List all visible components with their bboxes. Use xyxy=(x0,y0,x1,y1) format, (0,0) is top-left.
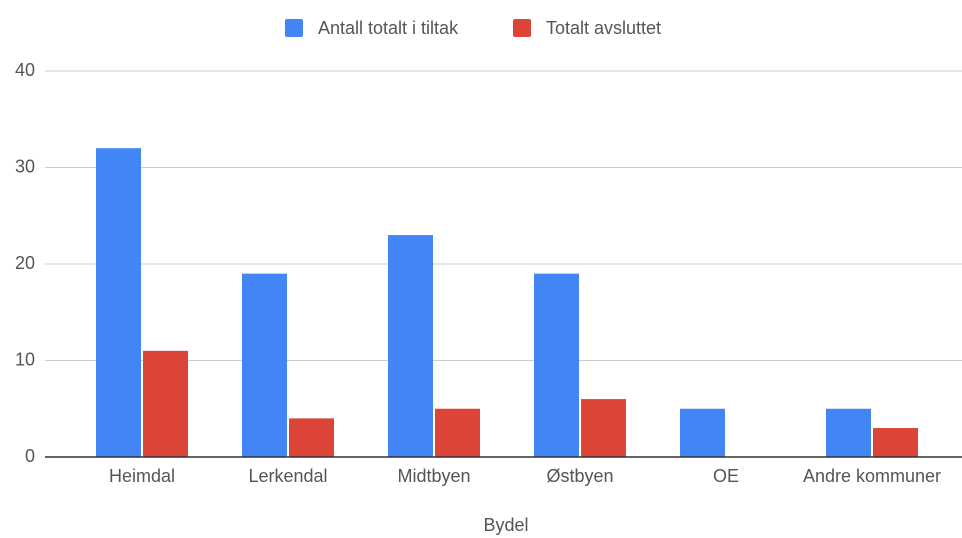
bar xyxy=(873,428,918,457)
x-tick-label: Andre kommuner xyxy=(803,466,941,486)
y-tick-label: 10 xyxy=(15,349,35,369)
x-tick-label: Lerkendal xyxy=(248,466,327,486)
bar xyxy=(826,408,871,457)
bar xyxy=(143,350,188,457)
y-tick-label: 0 xyxy=(25,446,35,466)
x-tick-label: Midtbyen xyxy=(397,466,470,486)
x-tick-label: OE xyxy=(713,466,739,486)
bar xyxy=(435,408,480,457)
x-tick-label: Østbyen xyxy=(546,466,613,486)
bar xyxy=(680,408,725,457)
legend-swatch xyxy=(513,19,531,37)
legend-label: Totalt avsluttet xyxy=(546,18,661,38)
bar xyxy=(289,418,334,457)
y-tick-label: 20 xyxy=(15,253,35,273)
bar xyxy=(242,273,287,457)
x-axis-label: Bydel xyxy=(483,515,528,535)
bar xyxy=(534,273,579,457)
legend-swatch xyxy=(285,19,303,37)
bar xyxy=(388,235,433,457)
legend-label: Antall totalt i tiltak xyxy=(318,18,459,38)
y-tick-label: 40 xyxy=(15,60,35,80)
bar xyxy=(96,148,141,457)
bar xyxy=(581,399,626,457)
y-tick-label: 30 xyxy=(15,156,35,176)
x-tick-label: Heimdal xyxy=(109,466,175,486)
